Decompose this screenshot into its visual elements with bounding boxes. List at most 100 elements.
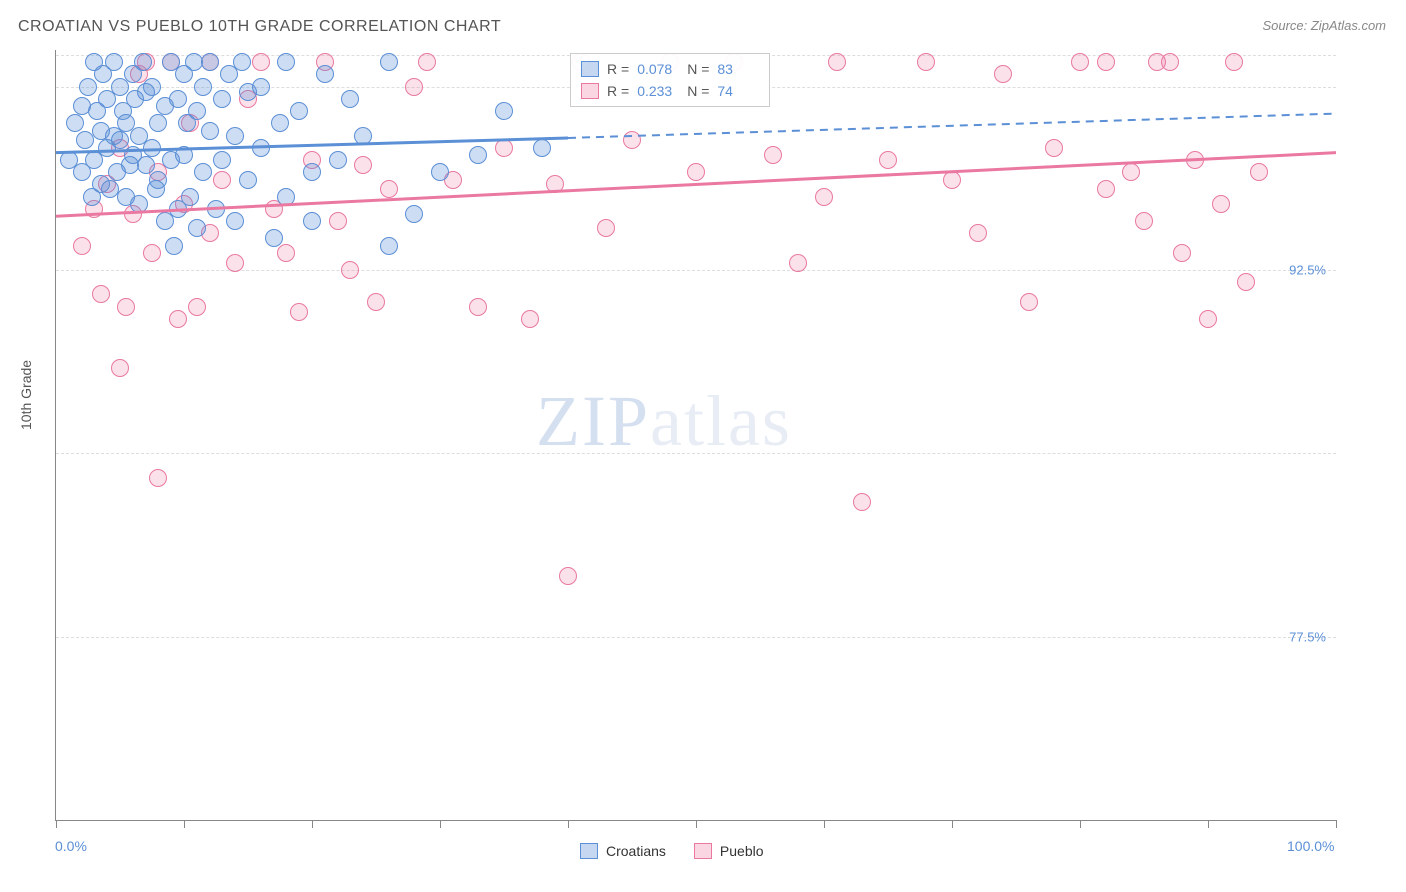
chart-title: CROATIAN VS PUEBLO 10TH GRADE CORRELATIO… [18,18,501,36]
data-point-pueblo [1071,53,1089,71]
data-point-pueblo [1186,151,1204,169]
data-point-croatians [380,237,398,255]
data-point-pueblo [1212,195,1230,213]
data-point-pueblo [559,567,577,585]
data-point-pueblo [994,65,1012,83]
data-point-croatians [207,200,225,218]
x-tick [952,820,953,828]
data-point-pueblo [1199,310,1217,328]
data-point-croatians [265,229,283,247]
data-point-pueblo [828,53,846,71]
r-label: R = [607,61,629,77]
data-point-croatians [271,114,289,132]
data-point-croatians [341,90,359,108]
data-point-pueblo [764,146,782,164]
data-point-croatians [194,163,212,181]
legend-swatch [581,61,599,77]
y-tick-label: 92.5% [1289,263,1326,278]
x-tick [1080,820,1081,828]
data-point-croatians [79,78,97,96]
data-point-croatians [201,122,219,140]
data-point-pueblo [188,298,206,316]
data-point-pueblo [290,303,308,321]
series-legend: Croatians Pueblo [580,843,764,859]
data-point-croatians [277,188,295,206]
x-tick-label: 0.0% [55,838,87,854]
x-tick [1208,820,1209,828]
data-point-croatians [66,114,84,132]
y-tick-label: 77.5% [1289,629,1326,644]
r-label: R = [607,83,629,99]
data-point-croatians [303,163,321,181]
data-point-croatians [226,212,244,230]
legend-swatch [694,843,712,859]
data-point-pueblo [149,469,167,487]
data-point-pueblo [1135,212,1153,230]
data-point-croatians [469,146,487,164]
data-point-pueblo [226,254,244,272]
plot-area: ZIPatlas 77.5%92.5% [55,50,1336,821]
legend-swatch [581,83,599,99]
data-point-pueblo [73,237,91,255]
data-point-croatians [111,131,129,149]
trend-line-croatians-extrapolated [568,114,1336,138]
data-point-croatians [316,65,334,83]
data-point-pueblo [623,131,641,149]
data-point-pueblo [943,171,961,189]
legend-label: Croatians [606,843,666,859]
legend-swatch [580,843,598,859]
data-point-pueblo [1237,273,1255,291]
x-tick [56,820,57,828]
data-point-pueblo [92,285,110,303]
x-tick [824,820,825,828]
data-point-croatians [194,78,212,96]
r-value: 0.233 [637,83,679,99]
gridline [56,637,1336,638]
n-value: 74 [717,83,759,99]
data-point-pueblo [354,156,372,174]
data-point-pueblo [853,493,871,511]
data-point-croatians [405,205,423,223]
data-point-pueblo [969,224,987,242]
data-point-pueblo [169,310,187,328]
data-point-pueblo [1097,53,1115,71]
data-point-croatians [130,195,148,213]
data-point-croatians [431,163,449,181]
data-point-croatians [277,53,295,71]
data-point-croatians [252,139,270,157]
source-label: Source: ZipAtlas.com [1262,18,1386,33]
data-point-pueblo [597,219,615,237]
data-point-pueblo [111,359,129,377]
legend-item: Croatians [580,843,666,859]
n-label: N = [687,61,709,77]
data-point-croatians [201,53,219,71]
data-point-croatians [213,90,231,108]
data-point-pueblo [789,254,807,272]
data-point-croatians [252,78,270,96]
data-point-croatians [290,102,308,120]
chart-container: CROATIAN VS PUEBLO 10TH GRADE CORRELATIO… [0,0,1406,892]
data-point-pueblo [1161,53,1179,71]
data-point-pueblo [213,171,231,189]
data-point-pueblo [546,175,564,193]
gridline [56,270,1336,271]
data-point-croatians [380,53,398,71]
data-point-croatians [149,171,167,189]
data-point-pueblo [495,139,513,157]
stats-legend-row: R =0.078N =83 [581,58,759,80]
data-point-croatians [239,171,257,189]
data-point-croatians [143,139,161,157]
legend-label: Pueblo [720,843,764,859]
x-tick-label: 100.0% [1287,838,1334,854]
data-point-pueblo [1250,163,1268,181]
x-tick [440,820,441,828]
data-point-croatians [165,237,183,255]
data-point-croatians [303,212,321,230]
data-point-croatians [143,78,161,96]
data-point-croatians [226,127,244,145]
stats-legend: R =0.078N =83R =0.233N =74 [570,53,770,107]
stats-legend-row: R =0.233N =74 [581,80,759,102]
data-point-pueblo [917,53,935,71]
data-point-pueblo [521,310,539,328]
data-point-pueblo [879,151,897,169]
